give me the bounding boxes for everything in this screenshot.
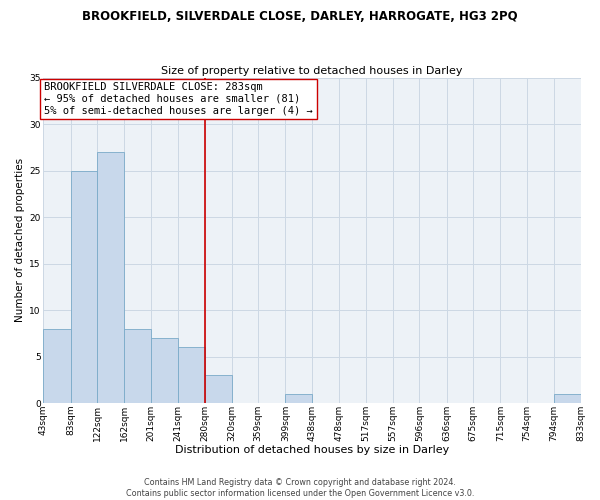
Bar xyxy=(286,394,312,403)
Bar xyxy=(71,170,97,403)
Text: BROOKFIELD, SILVERDALE CLOSE, DARLEY, HARROGATE, HG3 2PQ: BROOKFIELD, SILVERDALE CLOSE, DARLEY, HA… xyxy=(82,10,518,23)
Text: Contains HM Land Registry data © Crown copyright and database right 2024.
Contai: Contains HM Land Registry data © Crown c… xyxy=(126,478,474,498)
Title: Size of property relative to detached houses in Darley: Size of property relative to detached ho… xyxy=(161,66,463,76)
Bar xyxy=(554,394,581,403)
Bar xyxy=(205,375,232,403)
Bar xyxy=(124,328,151,403)
Bar xyxy=(43,328,71,403)
Y-axis label: Number of detached properties: Number of detached properties xyxy=(15,158,25,322)
Bar xyxy=(97,152,124,403)
X-axis label: Distribution of detached houses by size in Darley: Distribution of detached houses by size … xyxy=(175,445,449,455)
Bar xyxy=(151,338,178,403)
Text: BROOKFIELD SILVERDALE CLOSE: 283sqm
← 95% of detached houses are smaller (81)
5%: BROOKFIELD SILVERDALE CLOSE: 283sqm ← 95… xyxy=(44,82,313,116)
Bar xyxy=(178,348,205,403)
